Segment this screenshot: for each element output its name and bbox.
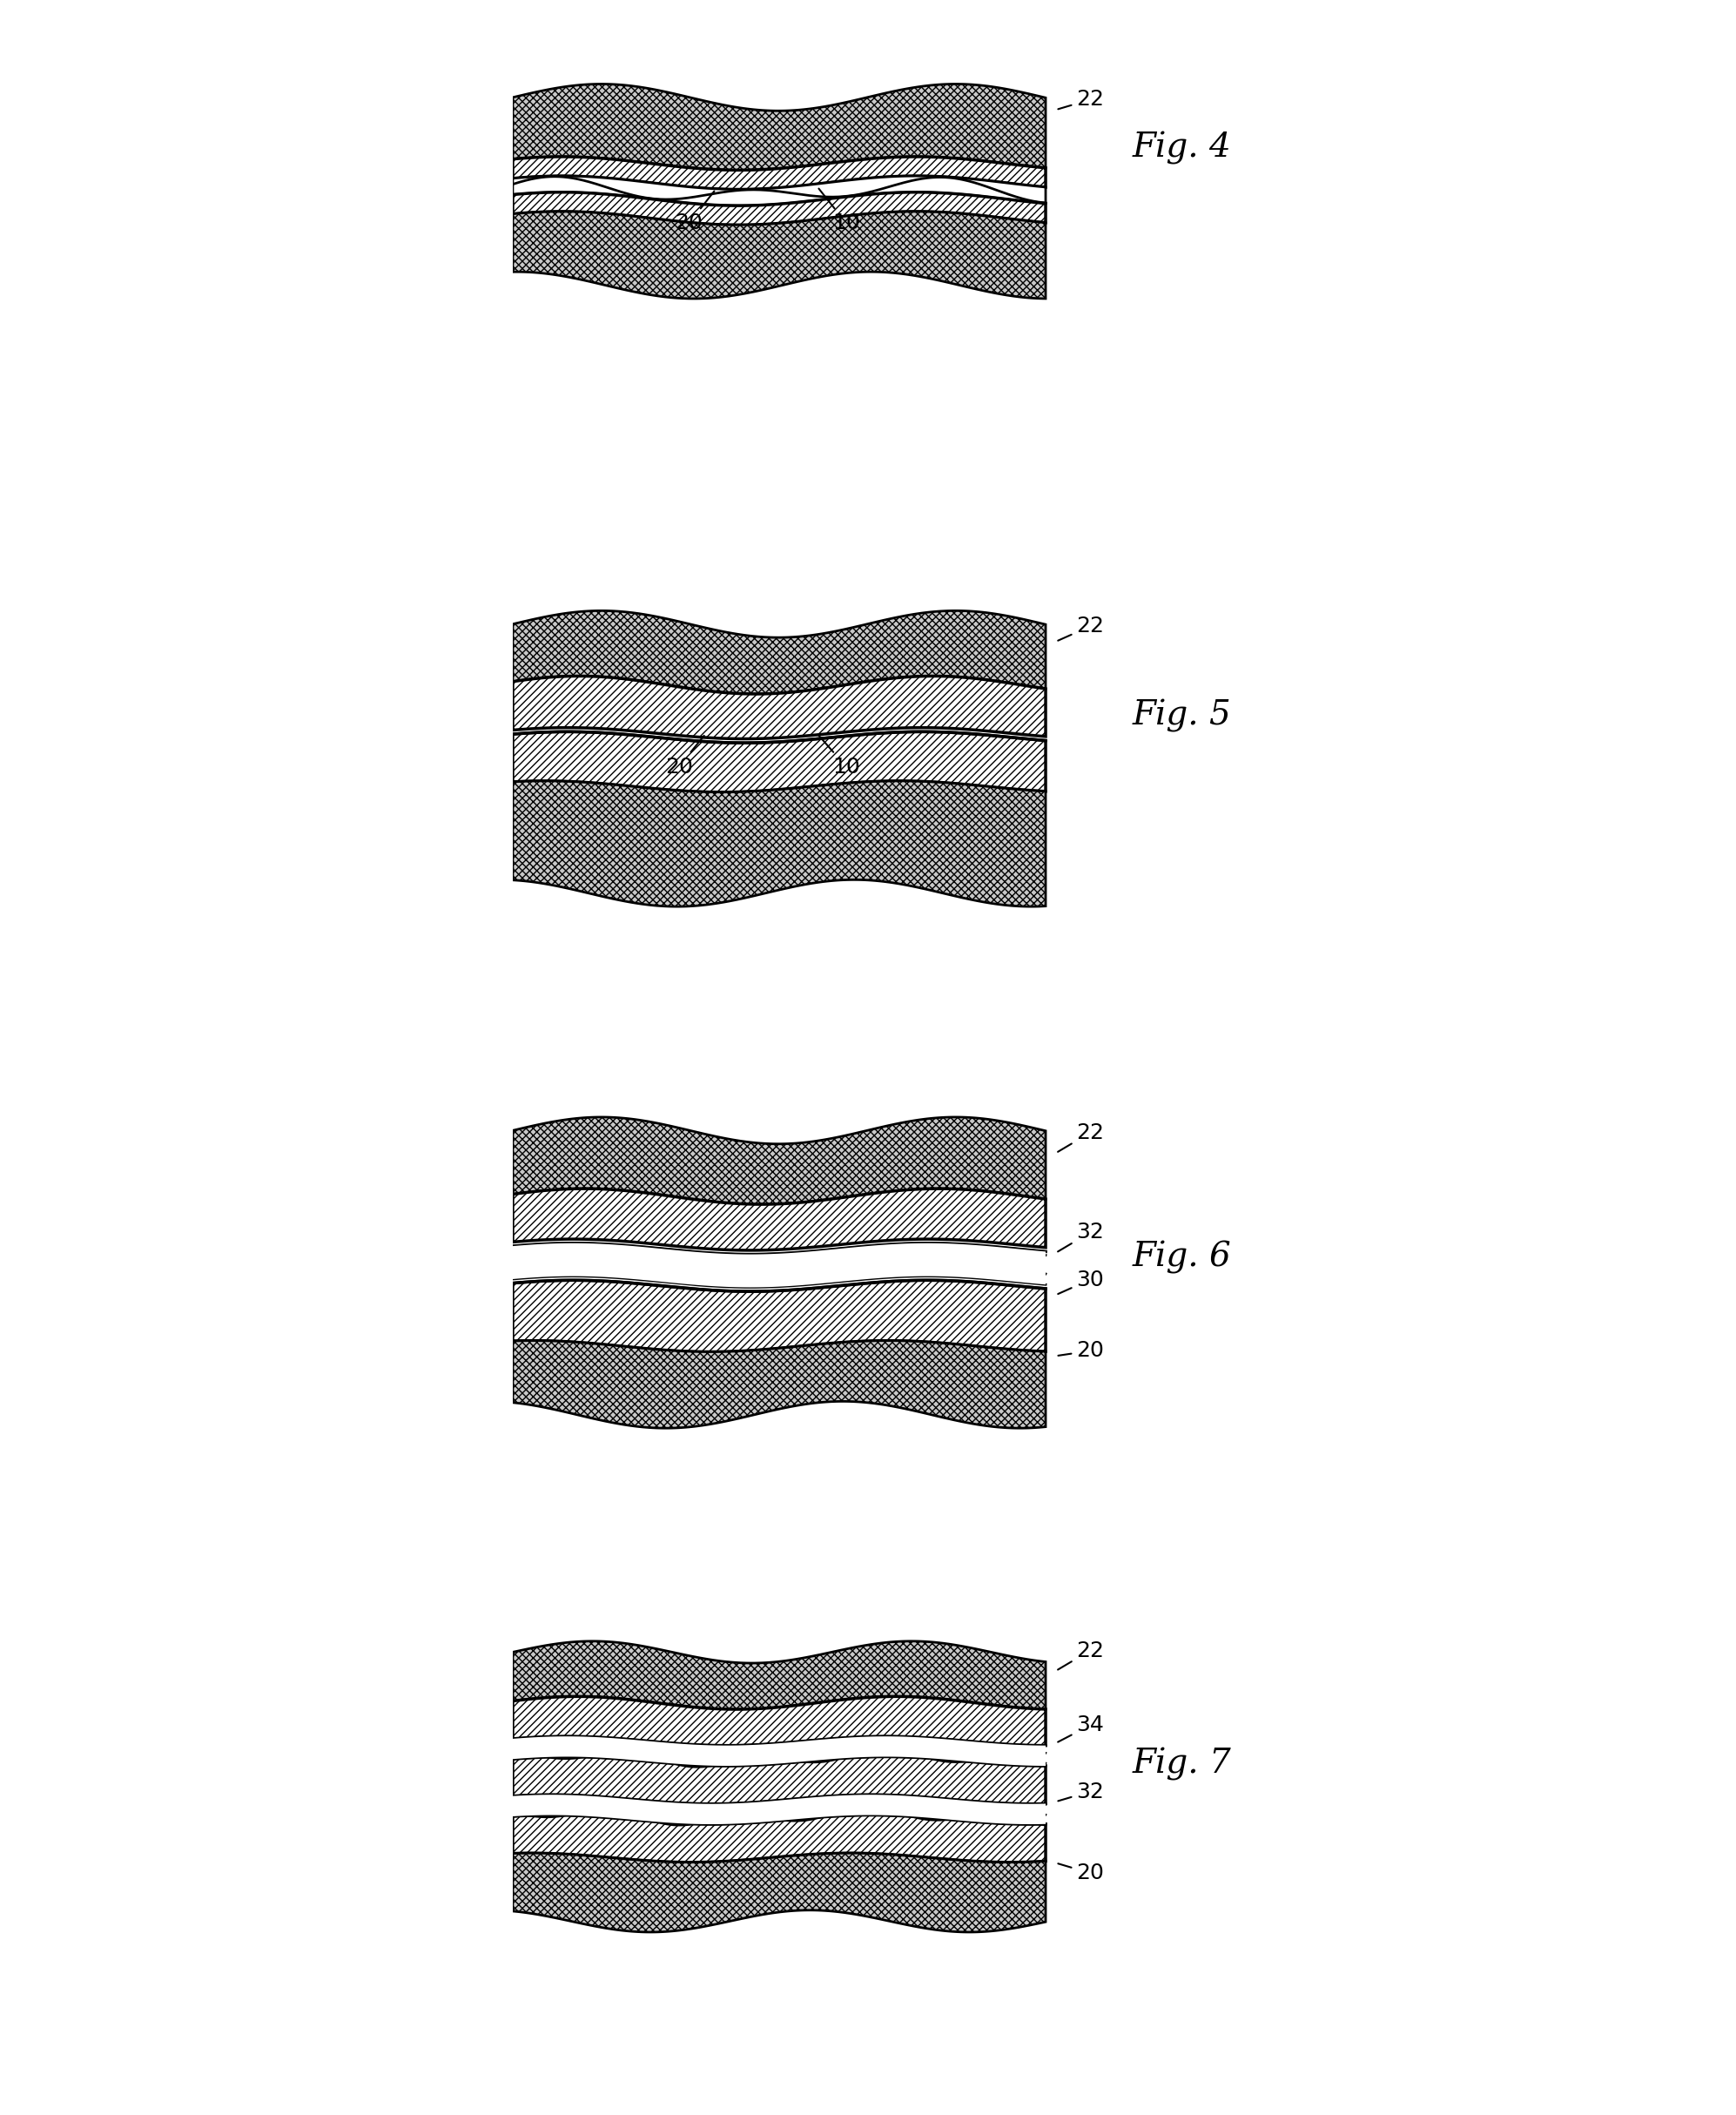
Polygon shape — [512, 176, 1045, 205]
Polygon shape — [512, 157, 1045, 190]
Polygon shape — [512, 611, 1045, 694]
Polygon shape — [512, 192, 1045, 224]
Polygon shape — [512, 85, 1045, 169]
Text: Fig. 6: Fig. 6 — [1132, 1242, 1231, 1273]
Text: 20: 20 — [675, 190, 713, 233]
Polygon shape — [512, 1189, 1045, 1250]
Polygon shape — [512, 1341, 1045, 1428]
Text: Fig. 4: Fig. 4 — [1132, 131, 1231, 165]
Text: 22: 22 — [1057, 1123, 1104, 1153]
Polygon shape — [512, 780, 1045, 907]
Text: 10: 10 — [819, 736, 859, 776]
Polygon shape — [512, 677, 1045, 738]
Text: 20: 20 — [665, 736, 705, 776]
Polygon shape — [512, 1280, 1045, 1351]
Text: Fig. 5: Fig. 5 — [1132, 698, 1231, 732]
Text: 20: 20 — [1059, 1341, 1104, 1362]
Text: 20: 20 — [1059, 1863, 1104, 1884]
Polygon shape — [512, 1696, 1045, 1745]
Text: 22: 22 — [1059, 89, 1104, 110]
Text: Fig. 7: Fig. 7 — [1132, 1747, 1231, 1781]
Polygon shape — [512, 1117, 1045, 1203]
Polygon shape — [512, 1758, 1045, 1804]
Polygon shape — [512, 1853, 1045, 1933]
Text: 22: 22 — [1057, 615, 1104, 641]
Text: 32: 32 — [1059, 1781, 1104, 1802]
Text: 32: 32 — [1057, 1222, 1104, 1252]
Polygon shape — [512, 1815, 1045, 1863]
Polygon shape — [512, 1641, 1045, 1709]
Text: 22: 22 — [1057, 1639, 1104, 1669]
Text: 34: 34 — [1057, 1715, 1104, 1743]
Text: 30: 30 — [1057, 1269, 1104, 1294]
Polygon shape — [512, 212, 1045, 298]
Polygon shape — [512, 732, 1045, 793]
Text: 10: 10 — [819, 188, 859, 233]
